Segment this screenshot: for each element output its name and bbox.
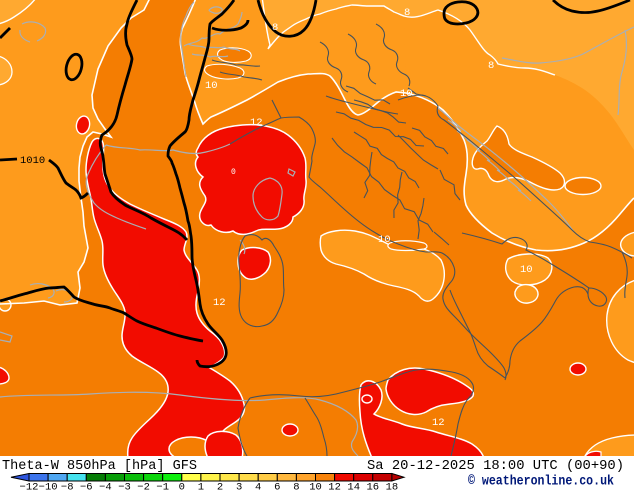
- svg-text:−12: −12: [20, 482, 39, 490]
- svg-text:−6: −6: [80, 482, 93, 490]
- svg-text:−3: −3: [118, 482, 131, 490]
- svg-text:Theta-W 850hPa [hPa] GFS: Theta-W 850hPa [hPa] GFS: [2, 459, 197, 474]
- svg-text:4: 4: [255, 482, 261, 490]
- svg-text:−1: −1: [156, 482, 169, 490]
- svg-text:12: 12: [213, 297, 226, 309]
- svg-text:−2: −2: [137, 482, 150, 490]
- svg-text:0: 0: [179, 482, 185, 490]
- svg-text:Sa 20-12-2025 18:00 UTC (00+90: Sa 20-12-2025 18:00 UTC (00+90): [367, 459, 624, 474]
- svg-text:18: 18: [386, 482, 399, 490]
- svg-text:16: 16: [366, 482, 379, 490]
- svg-text:10: 10: [205, 80, 218, 92]
- svg-text:10: 10: [378, 234, 391, 246]
- svg-text:12: 12: [432, 417, 445, 429]
- svg-text:−10: −10: [39, 482, 58, 490]
- svg-text:12: 12: [250, 117, 263, 129]
- svg-text:3: 3: [236, 482, 242, 490]
- svg-text:8: 8: [488, 60, 494, 72]
- svg-text:1: 1: [198, 482, 204, 490]
- svg-text:−8: −8: [61, 482, 74, 490]
- svg-text:2: 2: [217, 482, 223, 490]
- svg-text:10: 10: [309, 482, 322, 490]
- svg-text:8: 8: [293, 482, 299, 490]
- svg-text:0: 0: [231, 168, 236, 177]
- svg-text:14: 14: [347, 482, 360, 490]
- svg-text:© weatheronline.co.uk: © weatheronline.co.uk: [468, 475, 614, 490]
- svg-text:8: 8: [272, 22, 278, 34]
- svg-text:1010: 1010: [20, 155, 45, 167]
- svg-text:10: 10: [520, 264, 533, 276]
- svg-text:−4: −4: [99, 482, 112, 490]
- svg-text:6: 6: [274, 482, 280, 490]
- svg-text:12: 12: [328, 482, 341, 490]
- svg-text:8: 8: [404, 7, 410, 19]
- svg-text:10: 10: [400, 88, 413, 100]
